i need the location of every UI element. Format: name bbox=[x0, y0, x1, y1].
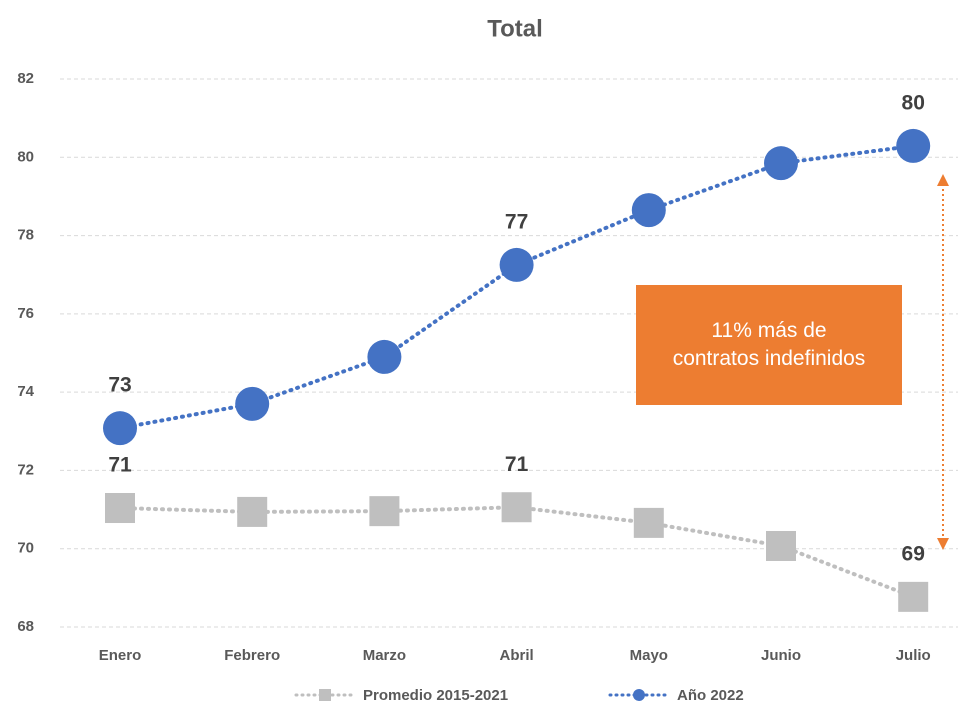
marker bbox=[235, 386, 270, 421]
legend-marker bbox=[319, 689, 331, 701]
chart-title: Total bbox=[487, 15, 543, 42]
x-tick-label: Enero bbox=[99, 647, 142, 664]
marker bbox=[764, 146, 798, 181]
marker bbox=[237, 496, 268, 527]
y-tick-label: 70 bbox=[17, 540, 34, 557]
marker bbox=[898, 581, 929, 612]
marker bbox=[501, 492, 532, 523]
legend-label: Promedio 2015-2021 bbox=[363, 687, 508, 704]
data-label: 71 bbox=[505, 453, 529, 476]
data-label: 71 bbox=[108, 454, 132, 477]
data-label: 77 bbox=[505, 210, 528, 233]
x-tick-label: Junio bbox=[761, 647, 801, 664]
data-label: 80 bbox=[902, 91, 925, 114]
arrow-head bbox=[937, 174, 949, 186]
y-tick-label: 72 bbox=[17, 461, 34, 478]
y-tick-label: 74 bbox=[17, 383, 34, 400]
annotation: 11% más de contratos indefinidos bbox=[636, 285, 902, 405]
marker bbox=[105, 493, 135, 524]
x-tick-label: Mayo bbox=[630, 647, 668, 664]
data-label: 69 bbox=[902, 542, 925, 565]
y-tick-label: 80 bbox=[17, 148, 34, 165]
marker bbox=[631, 193, 666, 228]
y-tick-label: 82 bbox=[17, 70, 34, 87]
marker bbox=[367, 339, 402, 374]
marker bbox=[103, 411, 137, 446]
x-tick-label: Marzo bbox=[363, 647, 406, 664]
marker bbox=[896, 128, 931, 163]
legend-marker bbox=[633, 689, 645, 701]
y-tick-label: 78 bbox=[17, 227, 34, 244]
y-tick-label: 68 bbox=[17, 618, 34, 635]
legend-label: Año 2022 bbox=[677, 687, 744, 704]
marker bbox=[499, 247, 534, 282]
marker bbox=[766, 530, 796, 561]
y-tick-label: 76 bbox=[17, 305, 34, 322]
x-tick-label: Abril bbox=[500, 647, 534, 664]
arrow-head bbox=[937, 538, 949, 550]
marker bbox=[369, 496, 400, 527]
x-tick-label: Febrero bbox=[224, 647, 280, 664]
x-tick-label: Julio bbox=[896, 647, 931, 664]
data-label: 73 bbox=[108, 374, 131, 397]
marker bbox=[633, 507, 664, 538]
